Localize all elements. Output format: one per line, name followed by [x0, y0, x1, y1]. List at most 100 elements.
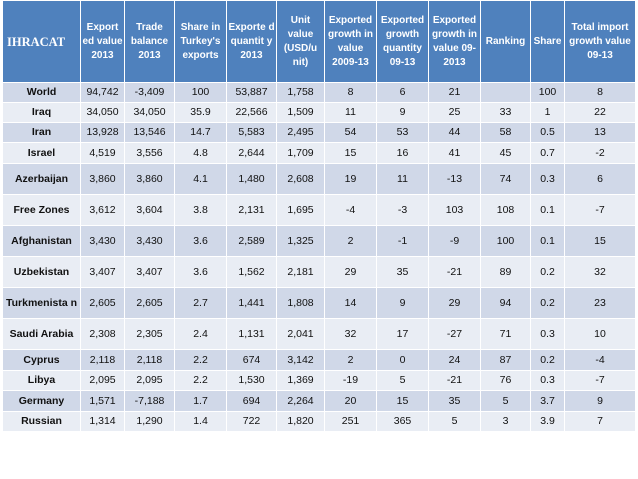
table-cell: 2,118 — [80, 349, 125, 371]
country-cell: Germany — [2, 390, 81, 412]
table-cell: 94 — [480, 287, 531, 319]
table-cell: 3,430 — [80, 225, 125, 257]
table-cell: 4.8 — [174, 142, 227, 164]
table-row: Saudi Arabia 2,308 2,305 2.4 1,131 2,041 32 17-… — [2, 318, 636, 350]
table-cell: 0.2 — [530, 287, 565, 319]
table-cell: 54 — [324, 122, 377, 143]
table-cell: 2,308 — [80, 318, 125, 350]
table-cell: 58 — [480, 122, 531, 143]
trade-balance-header: Trade balance 2013 — [124, 0, 175, 83]
table-cell: 1,758 — [276, 82, 325, 103]
table-row: Germany 1,571 -7,188 1.7 694 2,264 20 15 35 5 3.7 9 — [2, 390, 636, 412]
table-cell: 0.1 — [530, 225, 565, 257]
table-cell: 3,142 — [276, 349, 325, 371]
table-cell: 15 — [324, 142, 377, 164]
table-cell — [480, 82, 531, 103]
table-cell: 2,095 — [80, 370, 125, 391]
table-cell: 2,589 — [226, 225, 277, 257]
table-cell: -2 — [564, 142, 636, 164]
table-cell: 0.7 — [530, 142, 565, 164]
table-cell: 9 — [376, 102, 429, 123]
table-cell: 6 — [564, 163, 636, 195]
table-cell: -21 — [428, 256, 481, 288]
table-cell: 17 — [376, 318, 429, 350]
table-cell: 29 — [324, 256, 377, 288]
table-cell: 3,860 — [124, 163, 175, 195]
table-cell: 32 — [324, 318, 377, 350]
table-cell: 5,583 — [226, 122, 277, 143]
table-cell: -4 — [324, 194, 377, 226]
total-import-growth-header: Total import growth value 09-13 — [564, 0, 636, 83]
ihracat-header: IHRACAT — [2, 0, 81, 83]
table-cell: 5 — [428, 411, 481, 432]
table-cell: 13,546 — [124, 122, 175, 143]
table-cell: 2,041 — [276, 318, 325, 350]
table-cell: 108 — [480, 194, 531, 226]
table-cell: 22 — [564, 102, 636, 123]
table-cell: 89 — [480, 256, 531, 288]
table-cell: -3,409 — [124, 82, 175, 103]
table-cell: 3,430 — [124, 225, 175, 257]
table-cell: 9 — [564, 390, 636, 412]
table-row: Russian 1,314 1,290 1.4 722 1,820 251 365 5 3 3.9 7 — [2, 411, 636, 432]
country-cell: Iran — [2, 122, 81, 143]
table-cell: 0.2 — [530, 349, 565, 371]
table-cell: 1,571 — [80, 390, 125, 412]
table-cell: 1,808 — [276, 287, 325, 319]
table-cell: 3,407 — [124, 256, 175, 288]
table-cell: 35.9 — [174, 102, 227, 123]
table-cell: 19 — [324, 163, 377, 195]
table-cell: 22,566 — [226, 102, 277, 123]
table-cell: 722 — [226, 411, 277, 432]
table-cell: 21 — [428, 82, 481, 103]
table-cell: 1,509 — [276, 102, 325, 123]
table-cell: 1,131 — [226, 318, 277, 350]
growth-value-09-13-header: Exported growth in value 2009-13 — [324, 0, 377, 83]
table-cell: 44 — [428, 122, 481, 143]
table-cell: 3.9 — [530, 411, 565, 432]
table-cell: 0.3 — [530, 163, 565, 195]
country-cell: World — [2, 82, 81, 103]
table-cell: -21 — [428, 370, 481, 391]
table-cell: 0 — [376, 349, 429, 371]
country-cell: Israel — [2, 142, 81, 164]
table-cell: 2,605 — [80, 287, 125, 319]
table-cell: 3.6 — [174, 225, 227, 257]
table-body: World 94,742 -3,409 100 53,887 1,758 8 6 21 100 8 I… — [2, 82, 636, 432]
table-cell: 3,407 — [80, 256, 125, 288]
table-cell: 23 — [564, 287, 636, 319]
country-cell: Iraq — [2, 102, 81, 123]
share-in-exports-header: Share in Turkey's exports — [174, 0, 227, 83]
table-cell: -27 — [428, 318, 481, 350]
table-cell: -19 — [324, 370, 377, 391]
table-cell: 8 — [564, 82, 636, 103]
table-cell: 76 — [480, 370, 531, 391]
table-cell: 1,290 — [124, 411, 175, 432]
table-cell: 5 — [376, 370, 429, 391]
table-cell: 2.2 — [174, 349, 227, 371]
table-cell: 694 — [226, 390, 277, 412]
table-cell: 100 — [530, 82, 565, 103]
country-cell: Azerbaijan — [2, 163, 81, 195]
table-cell: -13 — [428, 163, 481, 195]
table-cell: 16 — [376, 142, 429, 164]
table-cell: 14.7 — [174, 122, 227, 143]
table-cell: 1,325 — [276, 225, 325, 257]
table-cell: 674 — [226, 349, 277, 371]
table-cell: -7 — [564, 194, 636, 226]
table-cell: -3 — [376, 194, 429, 226]
table-cell: 251 — [324, 411, 377, 432]
table-cell: 45 — [480, 142, 531, 164]
table-cell: 2,495 — [276, 122, 325, 143]
table-cell: 3.6 — [174, 256, 227, 288]
table-row: Iraq 34,050 34,050 35.9 22,566 1,509 11 9 25 33 1 2… — [2, 102, 636, 123]
table-cell: -9 — [428, 225, 481, 257]
table-cell: 34,050 — [124, 102, 175, 123]
table-cell: 41 — [428, 142, 481, 164]
table-cell: -1 — [376, 225, 429, 257]
table-cell: 1,530 — [226, 370, 277, 391]
exported-quantity-header: Exporte d quantit y 2013 — [226, 0, 277, 83]
table-cell: -7,188 — [124, 390, 175, 412]
table-cell: 1,562 — [226, 256, 277, 288]
table-row: Turkmenista n 2,605 2,605 2.7 1,441 1,808 14 9 2… — [2, 287, 636, 319]
